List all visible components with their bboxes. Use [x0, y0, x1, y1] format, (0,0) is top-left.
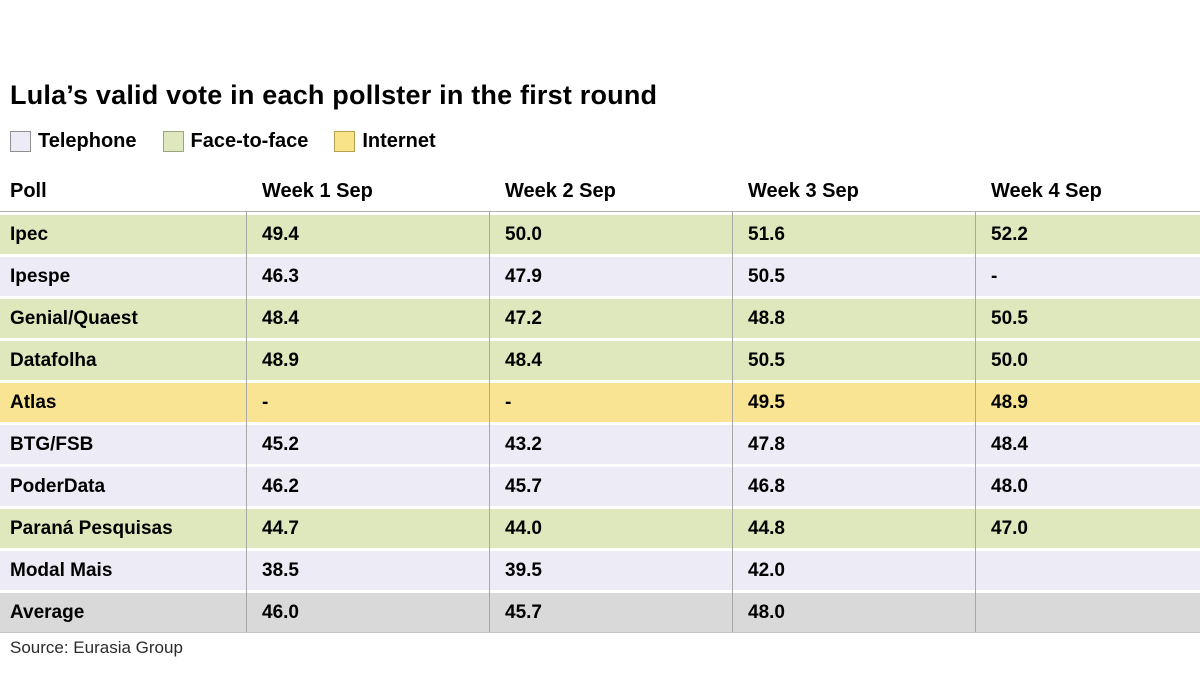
value-cell: 39.5: [505, 560, 542, 581]
poll-name-cell: Paraná Pesquisas: [10, 518, 173, 539]
internet-swatch-icon: [334, 131, 356, 152]
poll-name-cell: Ipespe: [10, 266, 71, 287]
value-cell: 46.3: [262, 266, 299, 287]
poll-name-cell: Atlas: [10, 392, 57, 413]
value-cell: 47.8: [748, 434, 785, 455]
value-cell: 50.0: [505, 224, 542, 245]
value-cell: 50.0: [991, 350, 1028, 371]
poll-name-cell: BTG/FSB: [10, 434, 94, 455]
table-row: Paraná Pesquisas 44.7 44.0 44.8 47.0: [0, 509, 1200, 548]
table-row: BTG/FSB 45.2 43.2 47.8 48.4: [0, 425, 1200, 464]
value-cell: 48.8: [748, 308, 785, 329]
value-cell: 48.9: [991, 392, 1028, 413]
legend-label: Internet: [362, 130, 436, 152]
value-cell: 47.9: [505, 266, 542, 287]
value-cell: 42.0: [748, 560, 785, 581]
poll-name-cell: Average: [10, 602, 85, 623]
table-row: Modal Mais 38.5 39.5 42.0: [0, 551, 1200, 590]
value-cell: 47.0: [991, 518, 1028, 539]
poll-name-cell: Ipec: [10, 224, 49, 245]
table-row: Genial/Quaest 48.4 47.2 48.8 50.5: [0, 299, 1200, 338]
table-row: Ipec 49.4 50.0 51.6 52.2: [0, 215, 1200, 254]
legend-item-face-to-face: Face-to-face: [162, 130, 309, 153]
column-header-week3: Week 3 Sep: [748, 180, 859, 202]
legend-label: Telephone: [38, 130, 137, 152]
value-cell: [975, 551, 1200, 590]
value-cell: 48.0: [991, 476, 1028, 497]
value-cell: 52.2: [991, 224, 1028, 245]
value-cell: 50.5: [748, 266, 785, 287]
value-cell: 50.5: [748, 350, 785, 371]
source-note: Source: Eurasia Group: [10, 638, 183, 657]
value-cell: 49.5: [748, 392, 785, 413]
column-divider: [975, 212, 976, 632]
column-header-poll: Poll: [10, 180, 47, 202]
table-row: Atlas - - 49.5 48.9: [0, 383, 1200, 422]
value-cell: 45.7: [505, 476, 542, 497]
legend-label: Face-to-face: [190, 130, 309, 152]
column-divider: [246, 212, 247, 632]
table-header-row: Poll Week 1 Sep Week 2 Sep Week 3 Sep We…: [0, 176, 1200, 210]
face-to-face-swatch-icon: [162, 131, 184, 152]
table-row: Datafolha 48.9 48.4 50.5 50.0: [0, 341, 1200, 380]
value-cell: 48.9: [262, 350, 299, 371]
value-cell: 45.7: [505, 602, 542, 623]
table-row: PoderData 46.2 45.7 46.8 48.0: [0, 467, 1200, 506]
value-cell: 51.6: [748, 224, 785, 245]
value-cell: 49.4: [262, 224, 299, 245]
value-cell: 48.4: [991, 434, 1028, 455]
value-cell: -: [505, 392, 512, 413]
column-divider: [489, 212, 490, 632]
value-cell: 43.2: [505, 434, 542, 455]
value-cell: -: [262, 392, 269, 413]
value-cell: 46.2: [262, 476, 299, 497]
page-title: Lula’s valid vote in each pollster in th…: [10, 80, 658, 110]
value-cell: 38.5: [262, 560, 299, 581]
column-header-week1: Week 1 Sep: [262, 180, 373, 202]
value-cell: [975, 593, 1200, 632]
value-cell: 46.8: [748, 476, 785, 497]
table-row-average: Average 46.0 45.7 48.0: [0, 593, 1200, 632]
table-row: Ipespe 46.3 47.9 50.5 -: [0, 257, 1200, 296]
table-body: Ipec 49.4 50.0 51.6 52.2 Ipespe 46.3 47.9 50.5 - G…: [0, 211, 1200, 633]
value-cell: -: [991, 266, 998, 287]
value-cell: 48.4: [505, 350, 542, 371]
column-divider: [732, 212, 733, 632]
poll-name-cell: Genial/Quaest: [10, 308, 138, 329]
value-cell: 44.0: [505, 518, 542, 539]
column-header-week4: Week 4 Sep: [991, 180, 1102, 202]
value-cell: 44.7: [262, 518, 299, 539]
column-header-week2: Week 2 Sep: [505, 180, 616, 202]
value-cell: 47.2: [505, 308, 542, 329]
telephone-swatch-icon: [10, 131, 31, 152]
legend: Telephone Face-to-face Internet: [10, 130, 436, 153]
legend-item-telephone: Telephone: [10, 130, 137, 153]
value-cell: 46.0: [262, 602, 299, 623]
value-cell: 48.0: [748, 602, 785, 623]
legend-item-internet: Internet: [334, 130, 436, 153]
poll-name-cell: Datafolha: [10, 350, 97, 371]
poll-name-cell: PoderData: [10, 476, 106, 497]
value-cell: 50.5: [991, 308, 1028, 329]
value-cell: 45.2: [262, 434, 299, 455]
value-cell: 48.4: [262, 308, 299, 329]
value-cell: 44.8: [748, 518, 785, 539]
poll-name-cell: Modal Mais: [10, 560, 113, 581]
